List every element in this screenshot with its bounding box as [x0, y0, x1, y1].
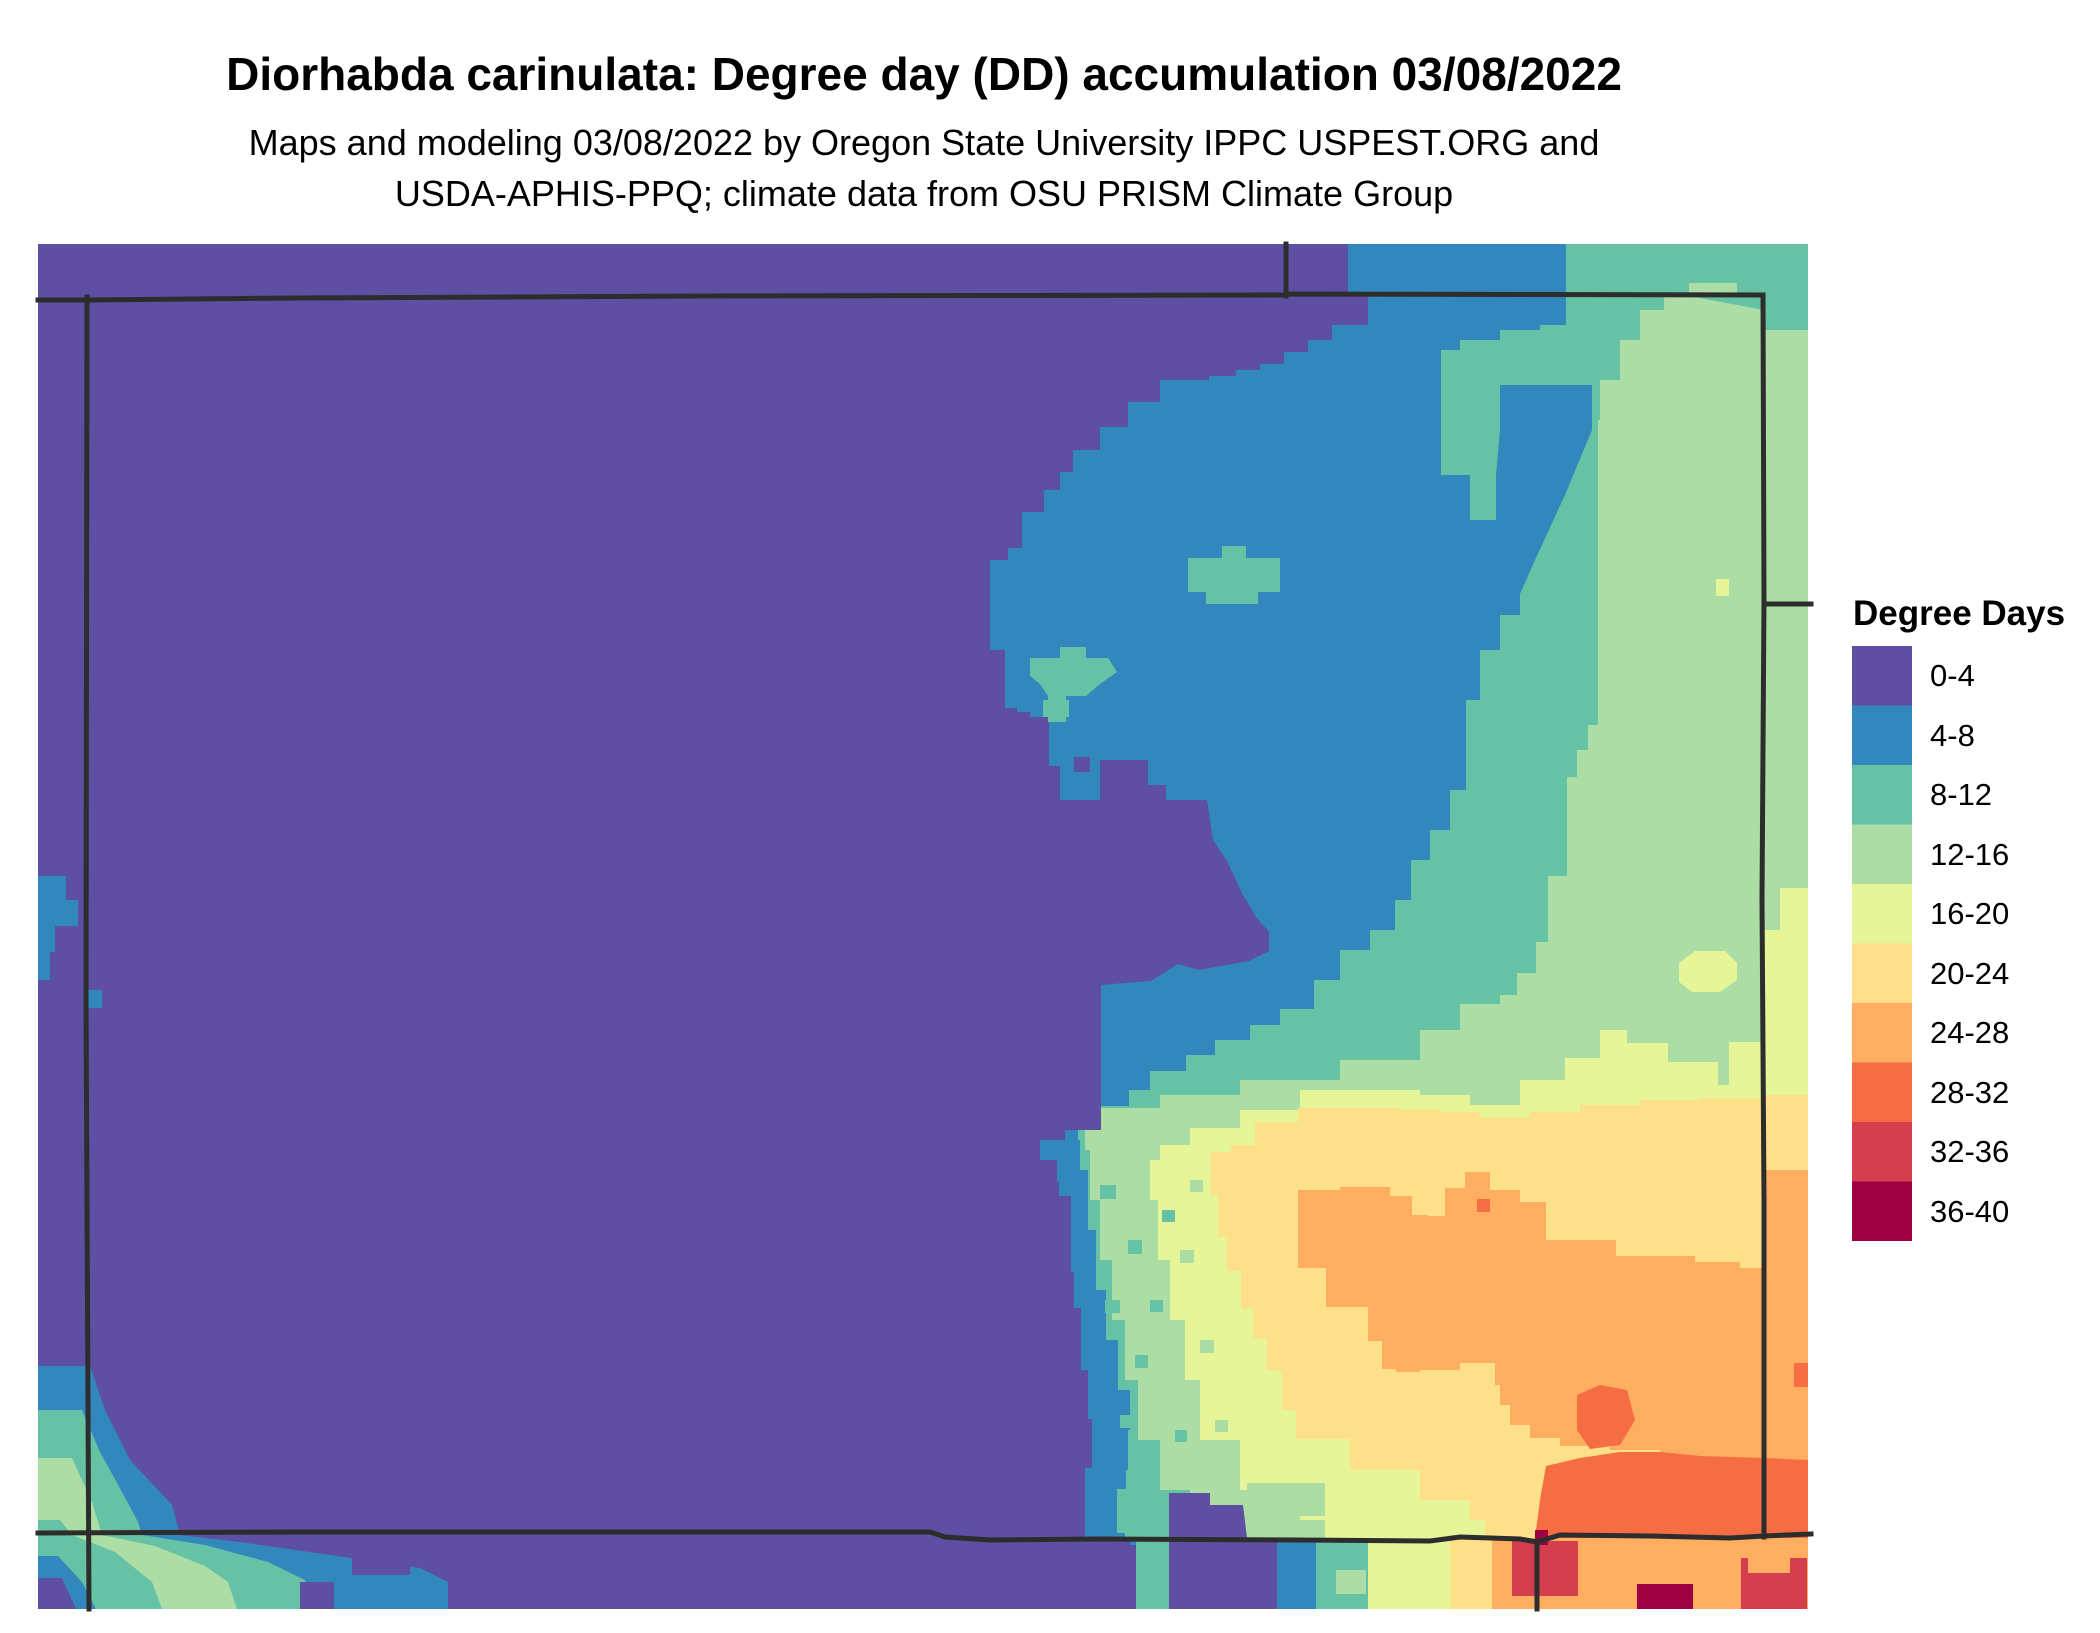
svg-text:Diorhabda carinulata: Degree d: Diorhabda carinulata: Degree day (DD) ac… — [226, 48, 1622, 100]
svg-text:16-20: 16-20 — [1930, 896, 2009, 931]
svg-text:24-28: 24-28 — [1930, 1015, 2009, 1050]
svg-text:32-36: 32-36 — [1930, 1134, 2009, 1169]
svg-text:4-8: 4-8 — [1930, 718, 1975, 753]
svg-text:0-4: 0-4 — [1930, 658, 1975, 693]
svg-text:Maps and modeling 03/08/2022 b: Maps and modeling 03/08/2022 by Oregon S… — [249, 122, 1600, 163]
svg-text:8-12: 8-12 — [1930, 777, 1992, 812]
svg-text:20-24: 20-24 — [1930, 956, 2009, 991]
svg-text:USDA-APHIS-PPQ; climate data f: USDA-APHIS-PPQ; climate data from OSU PR… — [395, 173, 1453, 214]
svg-text:12-16: 12-16 — [1930, 837, 2009, 872]
svg-text:Degree Days: Degree Days — [1853, 594, 2065, 633]
svg-text:36-40: 36-40 — [1930, 1194, 2009, 1229]
svg-text:28-32: 28-32 — [1930, 1075, 2009, 1110]
